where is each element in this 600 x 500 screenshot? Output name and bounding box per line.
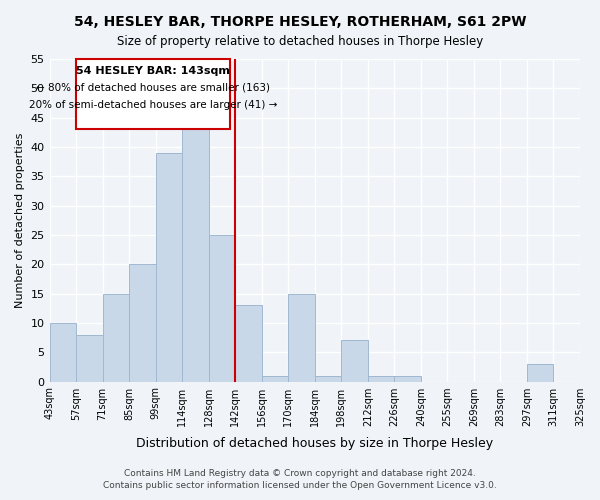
FancyBboxPatch shape: [76, 59, 230, 130]
Bar: [50, 323, 76, 382]
Bar: [209, 235, 235, 382]
Text: Contains HM Land Registry data © Crown copyright and database right 2024.
Contai: Contains HM Land Registry data © Crown c…: [103, 468, 497, 490]
Bar: [103, 294, 129, 382]
Bar: [129, 264, 155, 382]
Bar: [262, 376, 288, 382]
Bar: [76, 334, 103, 382]
Text: 54 HESLEY BAR: 143sqm: 54 HESLEY BAR: 143sqm: [76, 66, 230, 76]
Bar: [315, 376, 341, 382]
Text: 54, HESLEY BAR, THORPE HESLEY, ROTHERHAM, S61 2PW: 54, HESLEY BAR, THORPE HESLEY, ROTHERHAM…: [74, 15, 526, 29]
Bar: [341, 340, 368, 382]
Bar: [527, 364, 553, 382]
Text: ← 80% of detached houses are smaller (163): ← 80% of detached houses are smaller (16…: [36, 82, 270, 92]
Bar: [155, 153, 182, 382]
Bar: [235, 306, 262, 382]
Bar: [182, 112, 209, 382]
Y-axis label: Number of detached properties: Number of detached properties: [15, 132, 25, 308]
X-axis label: Distribution of detached houses by size in Thorpe Hesley: Distribution of detached houses by size …: [136, 437, 493, 450]
Bar: [288, 294, 315, 382]
Text: 20% of semi-detached houses are larger (41) →: 20% of semi-detached houses are larger (…: [29, 100, 277, 110]
Bar: [368, 376, 394, 382]
Text: Size of property relative to detached houses in Thorpe Hesley: Size of property relative to detached ho…: [117, 35, 483, 48]
Bar: [394, 376, 421, 382]
